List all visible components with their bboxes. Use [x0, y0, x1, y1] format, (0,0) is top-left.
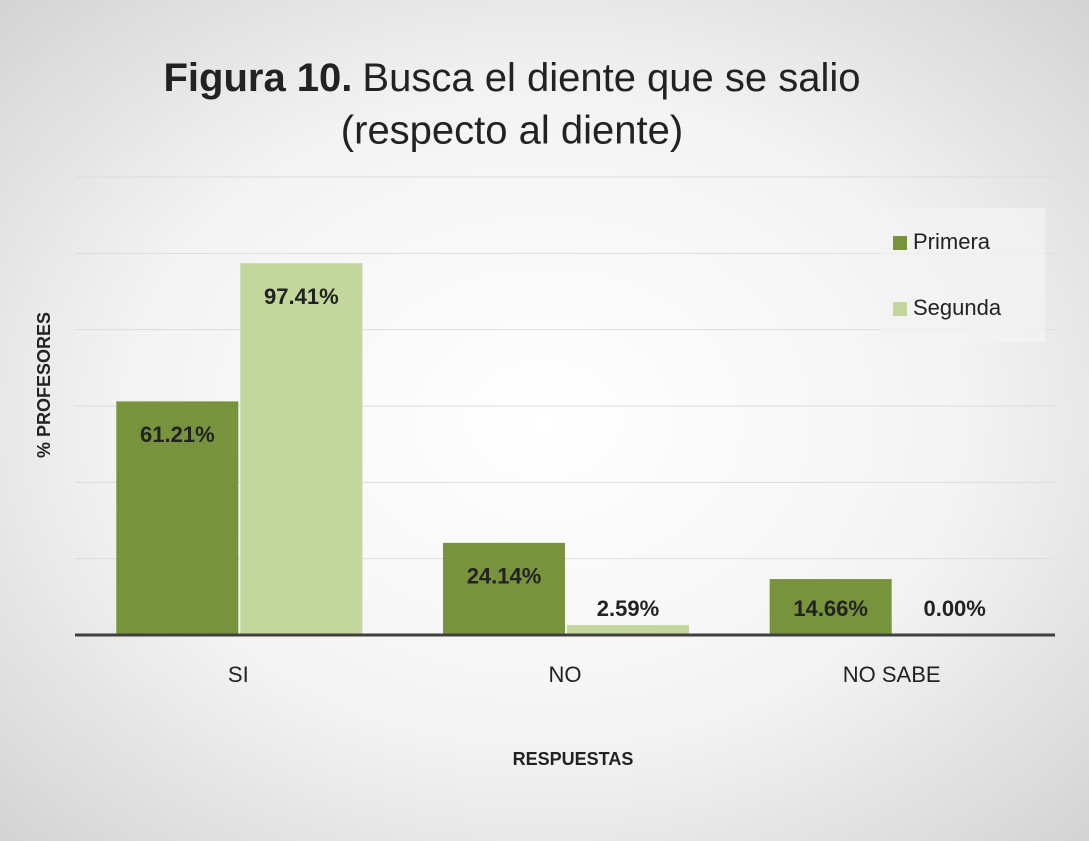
x-axis-label: RESPUESTAS	[513, 749, 634, 769]
x-tick-label: NO	[549, 662, 582, 687]
bar	[769, 579, 892, 635]
data-label: 24.14%	[467, 564, 542, 589]
title-line: (respecto al diente)	[341, 109, 683, 153]
data-label: 97.41%	[264, 284, 339, 309]
bar	[443, 542, 565, 635]
data-label: 14.66%	[793, 596, 868, 621]
legend-box	[880, 208, 1045, 342]
x-tick-label: SI	[228, 662, 249, 687]
bar	[116, 401, 239, 635]
title-line: Busca el diente que se salio	[362, 56, 860, 100]
bar	[567, 625, 689, 635]
legend-swatch	[893, 236, 907, 250]
bar	[240, 263, 363, 635]
legend-swatch	[893, 302, 907, 316]
legend-label: Primera	[913, 229, 991, 254]
data-label: 0.00%	[923, 596, 985, 621]
chart-title: Figura 10. Busca el diente que se salio	[163, 56, 860, 100]
data-label: 61.21%	[140, 422, 215, 447]
title-label: Figura 10.	[163, 56, 352, 100]
legend-label: Segunda	[913, 295, 1002, 320]
x-tick-label: NO SABE	[843, 662, 941, 687]
data-label: 2.59%	[597, 596, 659, 621]
y-axis-label: % PROFESORES	[34, 312, 54, 458]
